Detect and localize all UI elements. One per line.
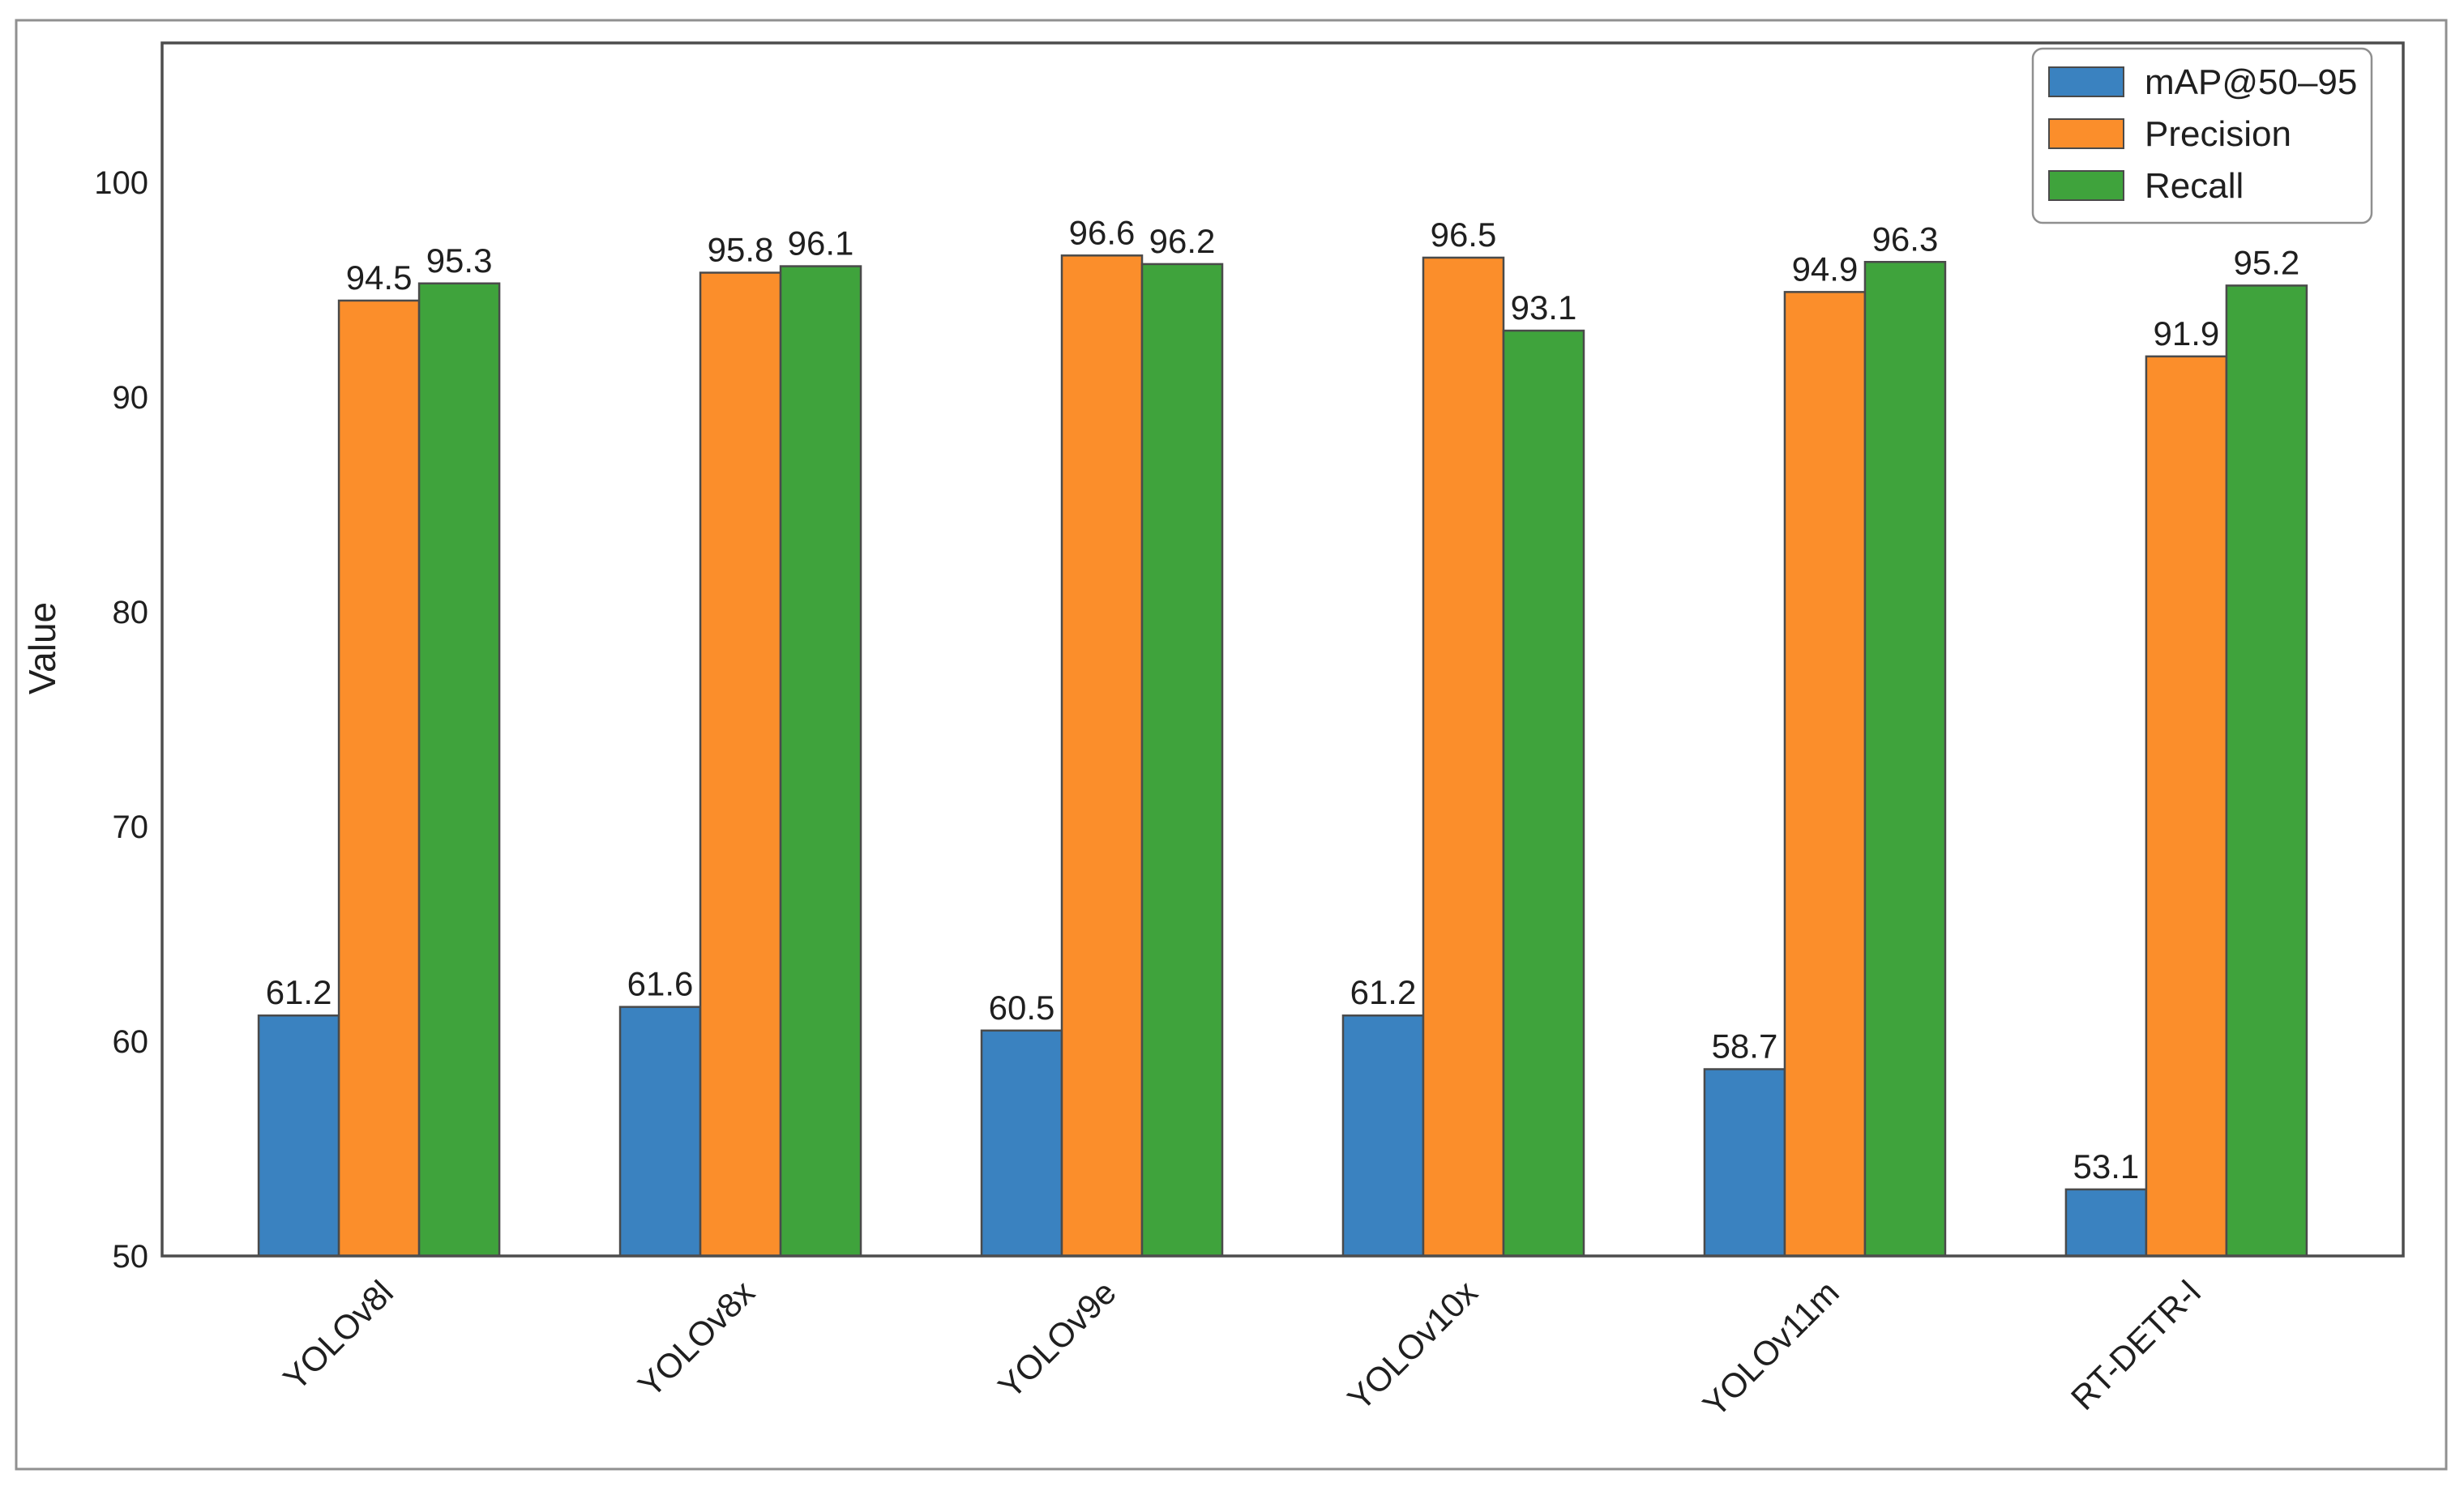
legend-label: Recall <box>2145 166 2244 206</box>
bar <box>1502 329 1585 1258</box>
y-tick-label: 60 <box>113 1024 149 1060</box>
legend-swatch <box>2048 118 2124 149</box>
bar-value-label: 60.5 <box>989 989 1055 1027</box>
bar-value-label: 61.2 <box>266 973 332 1011</box>
bar <box>2145 355 2228 1258</box>
legend-item: Precision <box>2048 114 2291 154</box>
bar <box>337 299 421 1258</box>
bar-value-label: 96.3 <box>1872 220 1939 258</box>
bar-value-label: 96.6 <box>1069 213 1136 251</box>
bar <box>1140 263 1224 1258</box>
bar-value-label: 91.9 <box>2154 314 2220 352</box>
bar <box>1422 256 1505 1258</box>
bar-value-label: 95.8 <box>708 231 774 269</box>
bar-value-label: 94.5 <box>346 258 413 297</box>
legend-item: mAP@50–95 <box>2048 62 2357 102</box>
y-tick-label: 90 <box>113 380 149 416</box>
legend-label: mAP@50–95 <box>2145 62 2357 102</box>
bar <box>1863 261 1947 1258</box>
bar-value-label: 96.2 <box>1149 222 1216 260</box>
bar-value-label: 94.9 <box>1792 250 1859 288</box>
legend-item: Recall <box>2048 166 2244 206</box>
bar-value-label: 95.3 <box>426 241 493 280</box>
bar <box>1783 291 1867 1258</box>
bar <box>980 1029 1063 1258</box>
bar-value-label: 61.2 <box>1350 973 1417 1011</box>
bar-value-label: 93.1 <box>1511 288 1577 327</box>
bar-value-label: 53.1 <box>2073 1147 2140 1185</box>
bar <box>618 1006 702 1258</box>
bar <box>417 282 501 1258</box>
legend-swatch <box>2048 170 2124 201</box>
bar-value-label: 58.7 <box>1712 1027 1778 1065</box>
y-axis-title: Value <box>21 602 63 694</box>
bar <box>2064 1188 2148 1258</box>
bar-value-label: 95.2 <box>2234 243 2300 281</box>
y-tick-label: 100 <box>94 165 148 201</box>
bar <box>699 271 782 1258</box>
bar-value-label: 61.6 <box>627 965 694 1003</box>
bar-value-label: 96.5 <box>1431 216 1497 254</box>
bar <box>1060 254 1144 1258</box>
y-tick-label: 50 <box>113 1239 149 1275</box>
bar <box>2225 284 2308 1258</box>
bar <box>1341 1014 1425 1258</box>
y-tick-label: 80 <box>113 595 149 630</box>
plot-area: 50 60 70 80 90 100 61.2 61.6 60.5 61.2 58.7 53.1 94.… <box>94 41 2405 1424</box>
bar <box>1703 1068 1786 1258</box>
bar-value-label: 96.1 <box>788 224 854 263</box>
legend-label: Precision <box>2145 114 2291 154</box>
y-tick-label: 70 <box>113 809 149 845</box>
axes-frame <box>160 41 2405 1258</box>
bar <box>779 265 862 1258</box>
bar <box>257 1014 340 1258</box>
legend: mAP@50–95 Precision Recall <box>2031 47 2373 224</box>
legend-swatch <box>2048 66 2124 97</box>
